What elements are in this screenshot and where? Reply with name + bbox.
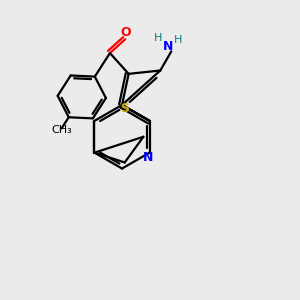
Text: N: N (163, 40, 173, 52)
Text: H: H (154, 33, 162, 43)
Text: O: O (120, 26, 130, 39)
Text: H: H (174, 35, 182, 45)
Text: N: N (143, 152, 153, 164)
Text: S: S (120, 102, 129, 115)
Text: CH₃: CH₃ (51, 125, 72, 135)
